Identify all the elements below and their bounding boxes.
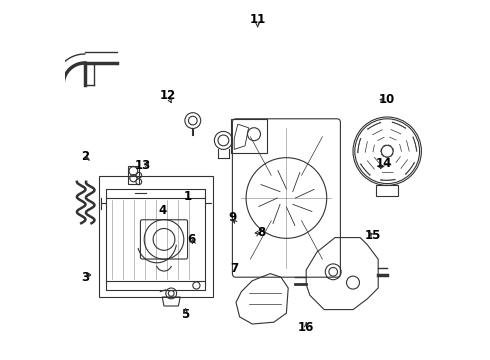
Text: 10: 10 [379, 93, 395, 105]
Bar [231, 119, 267, 153]
Text: 4: 4 [158, 204, 166, 217]
Text: 7: 7 [230, 262, 238, 275]
Text: 3: 3 [81, 271, 89, 284]
Text: 12: 12 [159, 89, 176, 102]
Text: 6: 6 [187, 233, 195, 246]
Text: 8: 8 [257, 226, 265, 239]
Bar [99, 176, 213, 297]
Text: 2: 2 [81, 150, 89, 163]
Text: 13: 13 [134, 159, 150, 172]
Text: 1: 1 [183, 190, 192, 203]
Bar [128, 166, 139, 184]
Text: 9: 9 [228, 211, 237, 224]
Text: 16: 16 [298, 321, 315, 334]
Bar [106, 189, 205, 290]
Text: 14: 14 [375, 157, 392, 170]
Text: 11: 11 [249, 13, 266, 26]
Text: 15: 15 [365, 229, 381, 242]
Text: 5: 5 [181, 309, 190, 321]
Bar [376, 185, 398, 196]
